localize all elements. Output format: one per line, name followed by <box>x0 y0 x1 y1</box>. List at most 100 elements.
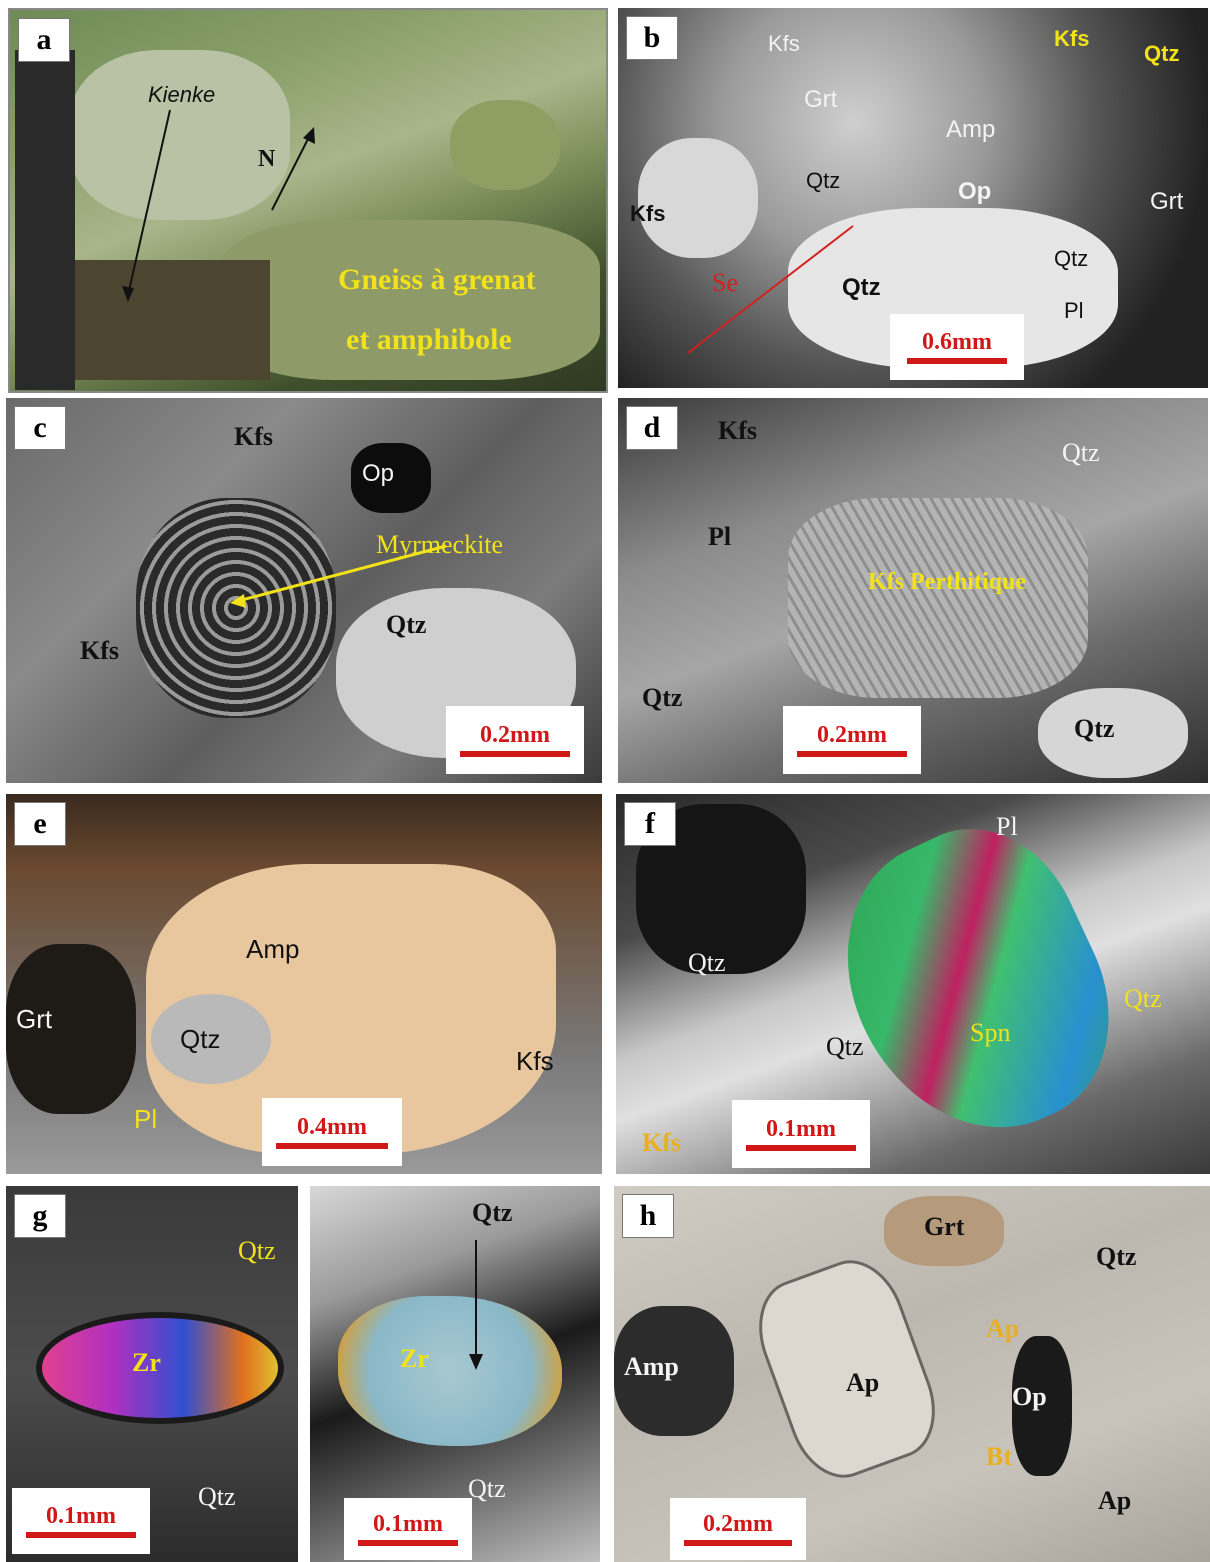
scale-bar: 0.2mm <box>446 706 584 774</box>
scale-bar: 0.2mm <box>783 706 921 774</box>
scale-bar-line <box>746 1145 856 1151</box>
panel-c-micrograph: c Kfs Op Myrmeckite Qtz Kfs 0.2mm <box>6 398 602 783</box>
label-kfs: Kfs <box>80 636 119 665</box>
label-qtz: Qtz <box>642 683 683 712</box>
label-amp: Amp <box>246 934 300 964</box>
quartz-grain <box>151 994 271 1084</box>
scale-bar: 0.1mm <box>344 1498 472 1560</box>
label-caption-line1: Gneiss à grenat <box>338 263 536 296</box>
scale-bar-line <box>358 1540 458 1546</box>
panel-f-micrograph: f Pl Qtz Qtz Qtz Spn Kfs 0.1mm <box>616 794 1210 1174</box>
label-qtz: Qtz <box>386 610 427 639</box>
label-zr: Zr <box>132 1348 161 1377</box>
panel-d-micrograph: d Kfs Qtz Pl Kfs Perthitique Qtz Qtz 0.2… <box>618 398 1208 783</box>
label-grt: Grt <box>1150 188 1184 215</box>
scale-bar: 0.4mm <box>262 1098 402 1166</box>
amphibole-grain <box>614 1306 734 1436</box>
garnet-grain <box>6 944 136 1114</box>
label-pl: Pl <box>708 522 732 551</box>
label-qtz: Qtz <box>806 168 841 193</box>
panel-b-section-line <box>687 225 854 354</box>
panel-g-right-arrow <box>469 1240 483 1370</box>
label-qtz: Qtz <box>1144 41 1180 66</box>
label-pl: Pl <box>996 812 1018 841</box>
water-stream <box>70 260 270 380</box>
rock-boulder <box>70 50 290 220</box>
rock-boulder <box>220 220 600 380</box>
quartz-grain <box>1038 688 1188 778</box>
panel-a-arrows <box>122 109 315 302</box>
scale-bar-label: 0.1mm <box>46 1503 116 1529</box>
label-kienke: Kienke <box>148 82 216 107</box>
scale-bar-line <box>26 1532 136 1538</box>
label-qtz: Qtz <box>842 274 881 301</box>
label-qtz: Qtz <box>180 1024 221 1054</box>
label-kfs: Kfs <box>234 422 273 451</box>
panel-label: g <box>14 1194 66 1238</box>
scale-bar: 0.1mm <box>732 1100 870 1168</box>
opaque-grain <box>351 443 431 513</box>
label-grt: Grt <box>804 86 838 113</box>
panel-label: c <box>14 406 66 450</box>
scale-bar: 0.1mm <box>12 1488 150 1554</box>
garnet-grain <box>884 1196 1004 1266</box>
label-kfs: Kfs <box>1054 26 1090 51</box>
panel-label: a <box>18 18 70 62</box>
scale-bar-label: 0.2mm <box>703 1511 773 1537</box>
opaque-grain <box>1012 1336 1072 1476</box>
label-bt: Bt <box>986 1442 1012 1471</box>
label-ap: Ap <box>1098 1486 1132 1515</box>
label-qtz: Qtz <box>1054 246 1089 271</box>
scale-bar-label: 0.1mm <box>766 1116 836 1142</box>
label-kfs: Kfs <box>516 1046 554 1076</box>
label-amp: Amp <box>946 116 996 143</box>
label-kfs: Kfs <box>768 31 800 56</box>
scale-bar-label: 0.1mm <box>373 1511 443 1537</box>
panel-a-outcrop-photo: a Kienke N Gneiss à grenat et amphibole <box>8 8 608 393</box>
label-caption-line2: et amphibole <box>346 323 512 356</box>
scale-bar-label: 0.2mm <box>817 722 887 748</box>
scale-bar-line <box>907 358 1007 364</box>
panel-b-micrograph: b Kfs Kfs Qtz Grt Amp Qtz Op Kfs Grt Se … <box>618 8 1208 388</box>
panel-e-micrograph: e Amp Grt Qtz Kfs Pl 0.4mm <box>6 794 602 1174</box>
label-qtz: Qtz <box>1124 984 1162 1013</box>
label-qtz: Qtz <box>472 1198 513 1227</box>
myrmekite-texture <box>136 498 336 718</box>
label-qtz: Qtz <box>1096 1242 1137 1271</box>
label-zr: Zr <box>400 1344 429 1373</box>
label-ap: Ap <box>846 1368 880 1397</box>
label-grt: Grt <box>924 1212 965 1241</box>
panel-label: h <box>622 1194 674 1238</box>
label-pl: Pl <box>134 1104 158 1134</box>
zircon-grain <box>338 1296 562 1446</box>
zircon-grain <box>36 1312 284 1424</box>
label-grt: Grt <box>16 1004 53 1034</box>
label-op: Op <box>362 460 395 487</box>
label-kfs: Kfs <box>630 201 666 226</box>
rock-boulder <box>450 100 560 190</box>
panel-label: d <box>626 406 678 450</box>
person-silhouette <box>15 50 75 390</box>
panel-c-arrow <box>230 544 447 608</box>
label-qtz: Qtz <box>1074 714 1115 743</box>
label-amp: Amp <box>624 1352 679 1381</box>
scale-bar-line <box>684 1540 792 1546</box>
label-op: Op <box>958 178 992 205</box>
label-kfs-perthitique: Kfs Perthitique <box>868 569 1026 595</box>
scale-bar-line <box>276 1143 388 1149</box>
label-spn: Spn <box>970 1018 1011 1047</box>
scale-bar-line <box>797 751 907 757</box>
quartz-grain <box>638 138 758 258</box>
label-qtz: Qtz <box>468 1474 506 1503</box>
label-qtz: Qtz <box>688 948 726 977</box>
panel-h-micrograph: h Grt Qtz Ap Amp Ap Op Bt Ap 0.2mm <box>614 1186 1210 1562</box>
scale-bar-label: 0.4mm <box>297 1114 367 1140</box>
scale-bar-label: 0.6mm <box>922 329 992 355</box>
scale-bar: 0.2mm <box>670 1498 806 1560</box>
panel-label: f <box>624 802 676 846</box>
label-qtz: Qtz <box>198 1482 236 1511</box>
label-qtz: Qtz <box>1062 438 1100 467</box>
panel-label: e <box>14 802 66 846</box>
panel-label: b <box>626 16 678 60</box>
label-op: Op <box>1012 1382 1047 1411</box>
